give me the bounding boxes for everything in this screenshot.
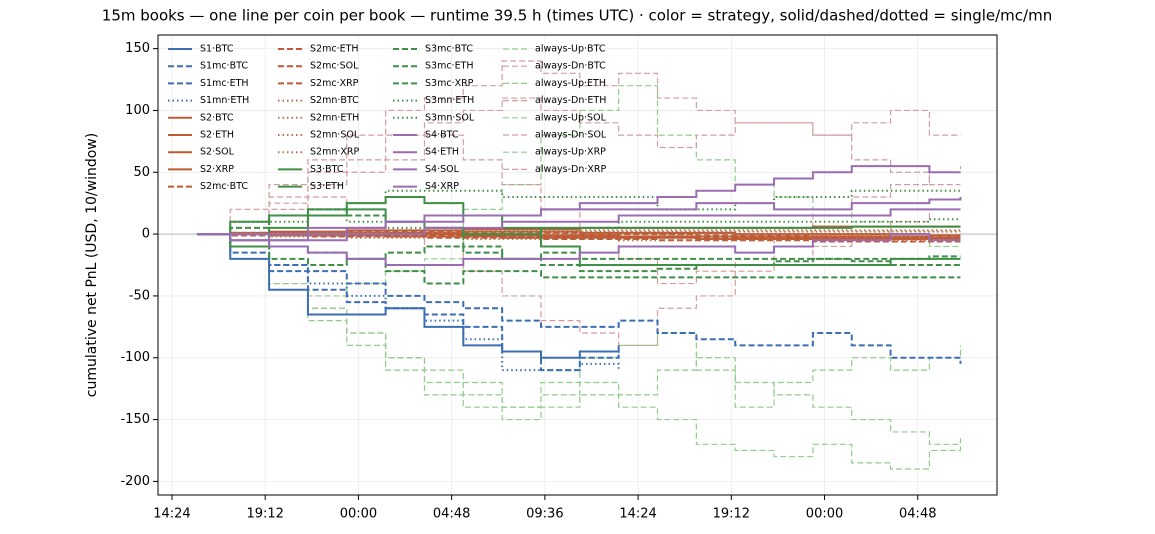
legend-label: S3mc·XRP bbox=[425, 78, 474, 89]
series-line bbox=[197, 208, 961, 236]
legend-label: always-Dn·BTC bbox=[535, 61, 606, 72]
series-line bbox=[197, 208, 961, 273]
legend-label: always-Dn·XRP bbox=[535, 164, 607, 175]
x-tick-label: 04:48 bbox=[433, 507, 470, 522]
legend-label: S2mn·BTC bbox=[310, 95, 359, 106]
y-axis-label: cumulative net PnL (USD, 10/window) bbox=[84, 133, 100, 397]
series-line bbox=[197, 196, 962, 242]
legend-label: always-Up·ETH bbox=[535, 78, 606, 89]
legend-label: S4·SOL bbox=[425, 164, 460, 175]
legend-label: always-Dn·ETH bbox=[535, 95, 606, 106]
legend-label: S2·SOL bbox=[200, 147, 235, 158]
y-tick-label: 0 bbox=[142, 227, 150, 242]
series-line bbox=[197, 229, 961, 236]
y-tick-label: -50 bbox=[129, 288, 150, 303]
legend-label: always-Up·BTC bbox=[535, 44, 606, 55]
legend: S1·BTC S1mc·BTC S1mc·ETH S1mn·ETH S2·BTC S2·E… bbox=[168, 44, 607, 192]
series-line bbox=[197, 196, 961, 346]
y-tick-label: -150 bbox=[120, 412, 150, 427]
legend-label: S1mc·BTC bbox=[200, 61, 248, 72]
legend-label: always-Dn·SOL bbox=[535, 130, 607, 141]
series-line bbox=[197, 233, 961, 266]
legend-label: S2·BTC bbox=[200, 112, 234, 123]
x-tick-label: 19:12 bbox=[713, 507, 750, 522]
legend-label: always-Up·XRP bbox=[535, 147, 606, 158]
legend-label: S2mc·SOL bbox=[310, 61, 359, 72]
legend-label: S3·BTC bbox=[310, 164, 344, 175]
series-line bbox=[197, 165, 961, 236]
legend-label: always-Up·SOL bbox=[535, 112, 607, 123]
y-tick-label: 150 bbox=[125, 41, 150, 56]
y-tick-label: -100 bbox=[120, 350, 150, 365]
series-line bbox=[197, 233, 962, 470]
legend-label: S2mn·ETH bbox=[310, 112, 359, 123]
x-tick-label: 04:48 bbox=[899, 507, 936, 522]
x-tick-label: 00:00 bbox=[340, 507, 377, 522]
series-line bbox=[197, 208, 961, 242]
series-line bbox=[197, 233, 962, 364]
legend-label: S3·ETH bbox=[310, 181, 344, 192]
legend-label: S2·ETH bbox=[200, 130, 234, 141]
y-tick-label: 50 bbox=[133, 165, 150, 180]
series-line bbox=[197, 233, 961, 266]
legend-label: S2mc·BTC bbox=[200, 181, 248, 192]
series-line bbox=[197, 233, 961, 242]
series-line bbox=[197, 233, 620, 372]
x-tick-label: 09:36 bbox=[526, 507, 563, 522]
legend-label: S1mc·ETH bbox=[200, 78, 249, 89]
legend-label: S4·BTC bbox=[425, 130, 459, 141]
series-line bbox=[197, 208, 961, 248]
legend-label: S1·BTC bbox=[200, 44, 234, 55]
series-line bbox=[197, 233, 620, 372]
series-line bbox=[197, 230, 961, 236]
legend-label: S2·XRP bbox=[200, 164, 234, 175]
legend-label: S3mn·SOL bbox=[425, 112, 475, 123]
series-line bbox=[197, 233, 961, 239]
chart-title: 15m books — one line per coin per book —… bbox=[102, 7, 1052, 25]
legend-label: S3mc·ETH bbox=[425, 61, 474, 72]
legend-label: S4·XRP bbox=[425, 181, 459, 192]
x-tick-label: 19:12 bbox=[246, 507, 283, 522]
legend-label: S3mn·ETH bbox=[425, 95, 474, 106]
plot-frame bbox=[157, 34, 998, 496]
legend-label: S2mc·ETH bbox=[310, 44, 359, 55]
legend-label: S1mn·ETH bbox=[200, 95, 249, 106]
x-tick-label: 14:24 bbox=[619, 507, 656, 522]
series-line bbox=[197, 97, 961, 235]
y-tick-label: 100 bbox=[125, 103, 150, 118]
x-tick-label: 00:00 bbox=[806, 507, 843, 522]
x-tick-label: 14:24 bbox=[153, 507, 190, 522]
y-tick-label: -200 bbox=[120, 474, 150, 489]
series-line bbox=[197, 189, 961, 236]
legend-label: S3mc·BTC bbox=[425, 44, 473, 55]
legend-label: S4·ETH bbox=[425, 147, 459, 158]
legend-label: S2mc·XRP bbox=[310, 78, 359, 89]
legend-label: S2mn·XRP bbox=[310, 147, 359, 158]
legend-label: S2mn·SOL bbox=[310, 130, 360, 141]
